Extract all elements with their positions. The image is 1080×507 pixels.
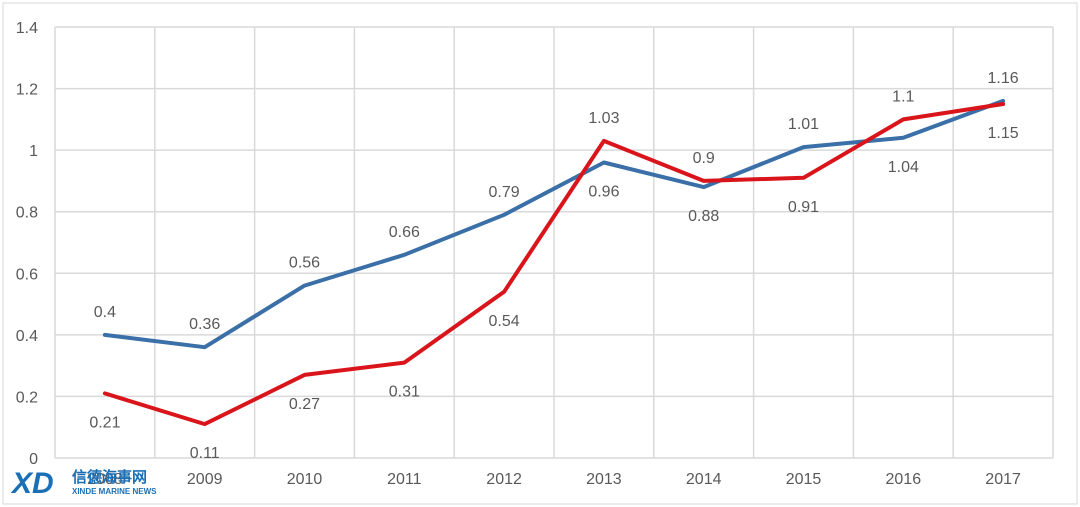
data-label-series-2: 1.15 xyxy=(988,125,1019,142)
watermark-name-en: XINDE MARINE NEWS xyxy=(72,487,157,496)
series-lines xyxy=(102,98,1006,427)
watermark-name-cn: 信德海事网 xyxy=(72,468,147,486)
data-label-series-2: 1.03 xyxy=(588,110,619,127)
y-tick-label: 1 xyxy=(29,143,38,160)
x-tick-label: 2014 xyxy=(686,471,722,488)
data-label-series-1: 1.16 xyxy=(988,70,1019,87)
data-label-series-2: 0.31 xyxy=(389,384,420,401)
x-tick-label: 2013 xyxy=(586,471,622,488)
data-label-series-1: 0.36 xyxy=(189,316,220,333)
y-tick-label: 0.6 xyxy=(16,266,38,283)
data-label-series-1: 1.01 xyxy=(788,116,819,133)
series-line-2 xyxy=(102,102,1006,427)
data-label-series-1: 0.88 xyxy=(688,208,719,225)
x-tick-label: 2015 xyxy=(786,471,822,488)
data-label-series-2: 0.91 xyxy=(788,199,819,216)
y-tick-label: 1.4 xyxy=(16,20,38,37)
y-tick-label: 1.2 xyxy=(16,82,38,99)
watermark: XD 信德海事网 XINDE MARINE NEWS xyxy=(10,467,157,500)
data-label-series-2: 0.11 xyxy=(190,445,220,462)
data-label-series-1: 1.04 xyxy=(888,159,919,176)
xd-logo-text: XD xyxy=(10,467,54,500)
x-tick-label: 2016 xyxy=(886,471,922,488)
y-tick-label: 0.8 xyxy=(16,205,38,222)
data-label-series-2: 0.27 xyxy=(289,396,320,413)
x-tick-label: 2010 xyxy=(287,471,323,488)
xd-logo: XD xyxy=(10,467,54,500)
y-tick-label: 0.2 xyxy=(16,389,38,406)
data-label-series-1: 0.4 xyxy=(94,304,116,321)
data-label-series-1: 0.96 xyxy=(588,183,619,200)
x-tick-label: 2008 xyxy=(87,471,123,488)
x-tick-label: 2017 xyxy=(985,471,1021,488)
data-label-series-2: 1.1 xyxy=(892,88,914,105)
y-tick-label: 0.4 xyxy=(16,328,38,345)
data-label-series-2: 0.9 xyxy=(693,150,715,167)
y-axis-ticks: 0 0.2 0.4 0.6 0.8 1 1.2 1.4 xyxy=(16,20,38,468)
data-label-series-1: 0.66 xyxy=(389,224,420,241)
data-label-series-2: 0.54 xyxy=(489,313,520,330)
y-tick-label: 0 xyxy=(29,451,38,468)
series-line-1 xyxy=(102,98,1006,350)
data-label-series-2: 0.21 xyxy=(89,414,120,431)
x-tick-label: 2009 xyxy=(187,471,223,488)
x-tick-label: 2012 xyxy=(486,471,522,488)
data-label-series-1: 0.56 xyxy=(289,255,320,272)
data-label-series-1: 0.79 xyxy=(489,184,520,201)
x-axis-ticks: 2008 2009 2010 2011 2012 2013 2014 2015 2016 2017 xyxy=(87,471,1021,488)
gridlines xyxy=(54,26,1054,459)
data-labels: 0.4 0.36 0.56 0.66 0.79 0.96 0.88 1.01 1.04 1.16 0… xyxy=(89,70,1018,462)
x-tick-label: 2011 xyxy=(387,471,422,488)
